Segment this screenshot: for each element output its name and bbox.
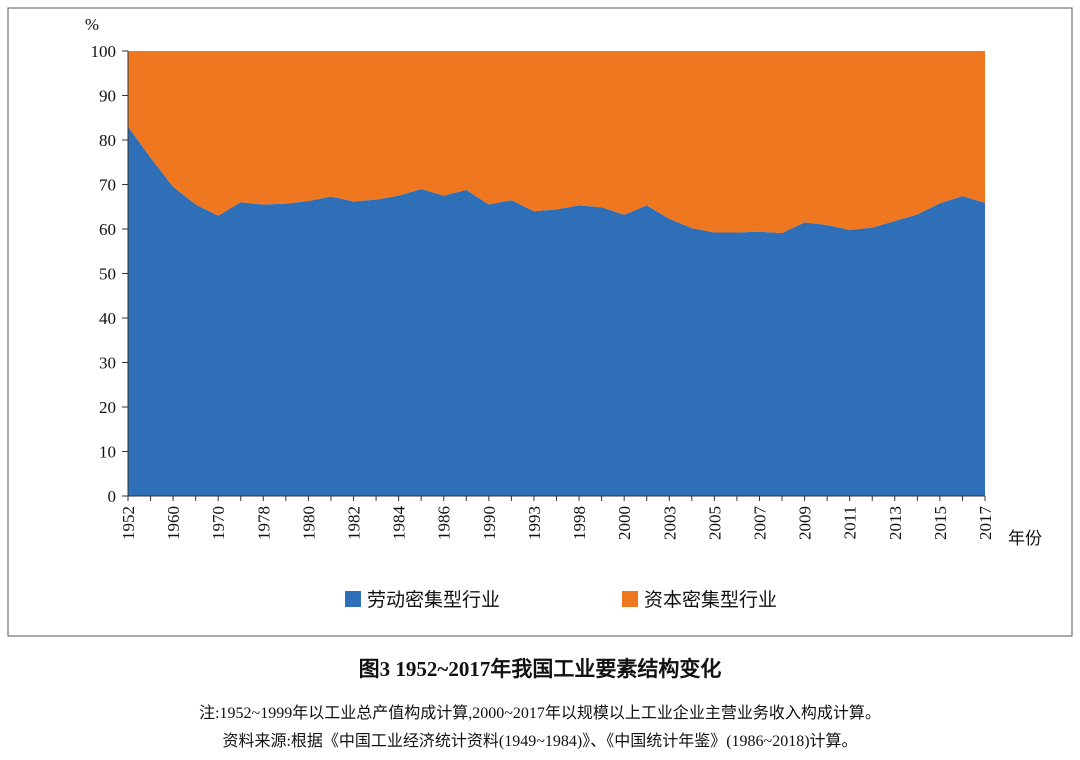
x-tick-label: 2007 — [750, 506, 769, 541]
y-tick-label: 30 — [99, 354, 116, 373]
note: 注:1952~1999年以工业总产值构成计算,2000~2017年以规模以上工业… — [199, 703, 881, 722]
x-tick-label: 2000 — [615, 506, 634, 540]
x-tick-label: 1960 — [164, 506, 183, 540]
chart-title: 图3 1952~2017年我国工业要素结构变化 — [359, 657, 722, 681]
x-tick-label: 1952 — [119, 506, 138, 540]
x-tick-label: 2015 — [931, 506, 950, 540]
x-tick-label: 2005 — [705, 506, 724, 540]
y-tick-label: 70 — [99, 176, 116, 195]
x-tick-label: 1998 — [570, 506, 589, 540]
x-tick-label: 1982 — [345, 506, 364, 540]
y-tick-label: 10 — [99, 443, 116, 462]
x-tick-label: 2003 — [660, 506, 679, 540]
x-axis-title: 年份 — [1008, 529, 1042, 548]
x-tick-label: 1970 — [209, 506, 228, 540]
legend-label: 劳动密集型行业 — [367, 589, 500, 611]
x-tick-label: 1984 — [390, 506, 409, 541]
x-tick-label: 1986 — [435, 506, 454, 540]
x-tick-label: 2009 — [796, 506, 815, 540]
frame — [7, 7, 1073, 637]
y-tick-label: 90 — [99, 87, 116, 106]
legend-swatch — [345, 591, 361, 607]
x-tick-label: 2017 — [976, 506, 995, 541]
x-tick-label: 2011 — [841, 506, 860, 539]
x-tick-label: 1980 — [299, 506, 318, 540]
x-tick-label: 1978 — [254, 506, 273, 540]
y-tick-label: 20 — [99, 398, 116, 417]
y-tick-label: 100 — [91, 42, 117, 61]
y-tick-label: 80 — [99, 131, 116, 150]
y-tick-label: 60 — [99, 220, 116, 239]
area — [128, 51, 985, 234]
legend-swatch — [622, 591, 638, 607]
legend-label: 资本密集型行业 — [644, 589, 777, 611]
note: 资料来源:根据《中国工业经济统计资料(1949~1984)》、《中国统计年鉴》(… — [222, 731, 857, 750]
area — [128, 126, 985, 497]
y-tick-label: 0 — [108, 487, 117, 506]
x-tick-label: 2013 — [886, 506, 905, 540]
y-tick-label: 50 — [99, 265, 116, 284]
y-axis-title: % — [85, 15, 99, 34]
y-tick-label: 40 — [99, 309, 116, 328]
x-tick-label: 1993 — [525, 506, 544, 540]
x-tick-label: 1990 — [480, 506, 499, 540]
